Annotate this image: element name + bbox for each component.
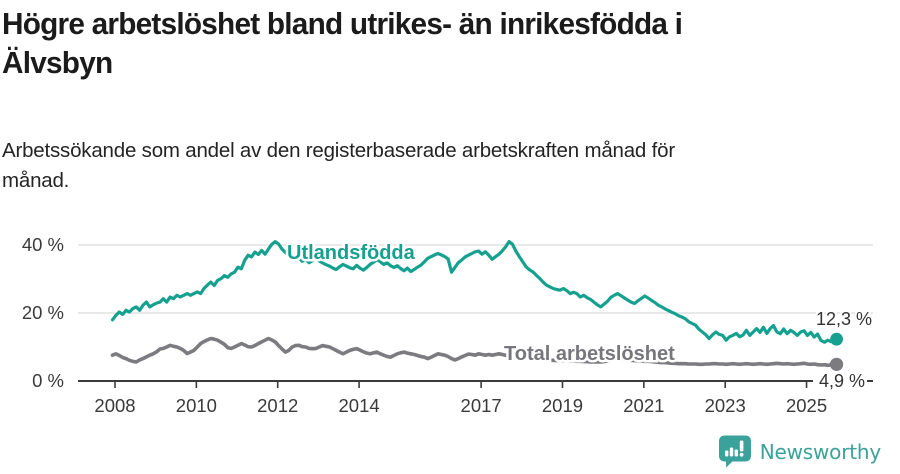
end-value-label-utlandsfodda: 12,3 %: [816, 309, 872, 329]
chart-subtitle-line1: Arbetssökande som andel av den registerb…: [2, 139, 675, 162]
x-tick-label: 2023: [705, 395, 746, 416]
newsworthy-logo[interactable]: Newsworthy: [718, 435, 881, 468]
x-tick-label: 2025: [786, 395, 827, 416]
y-tick-label: 40 %: [22, 234, 64, 255]
chart-title-line2: Älvsbyn: [2, 45, 113, 80]
bar-chart-bar-2: [729, 447, 733, 457]
x-tick-label: 2010: [176, 395, 217, 416]
x-tick-label: 2021: [623, 395, 664, 416]
brand-name: Newsworthy: [759, 439, 881, 464]
end-value-label-bg: [813, 371, 867, 390]
chart-title-line1: Högre arbetslöshet bland utrikes- än inr…: [2, 6, 683, 41]
chart-subtitle: Arbetssökande som andel av den registerb…: [2, 136, 882, 196]
exclamation-bar: [739, 440, 744, 452]
end-dot-total: [829, 357, 844, 371]
series-label-utlandsfodda: Utlandsfödda: [287, 242, 416, 264]
x-tick-label: 2014: [339, 395, 380, 416]
y-tick-label: 20 %: [22, 302, 64, 323]
series-line-total: [110, 336, 837, 368]
bar-chart-bar-1: [724, 450, 729, 457]
end-value-label-total: 4,9 %: [819, 371, 865, 391]
x-tick-label: 2008: [94, 395, 135, 416]
y-tick-label: 0 %: [32, 370, 64, 391]
newsworthy-logo-icon: [718, 435, 751, 468]
chart-subtitle-line2: månad.: [2, 169, 70, 192]
series-line-utlandsfodda: [110, 240, 837, 344]
x-tick-label: 2019: [542, 395, 583, 416]
series-label-total: Total arbetslöshet: [504, 343, 675, 365]
chart-title: Högre arbetslöshet bland utrikes- än inr…: [2, 4, 900, 82]
exclamation-dot: [739, 452, 744, 457]
end-dot-utlandsfodda: [830, 332, 843, 346]
x-tick-label: 2017: [461, 395, 502, 416]
bar-chart-bar-3: [734, 449, 738, 457]
x-tick-label: 2012: [257, 395, 298, 416]
